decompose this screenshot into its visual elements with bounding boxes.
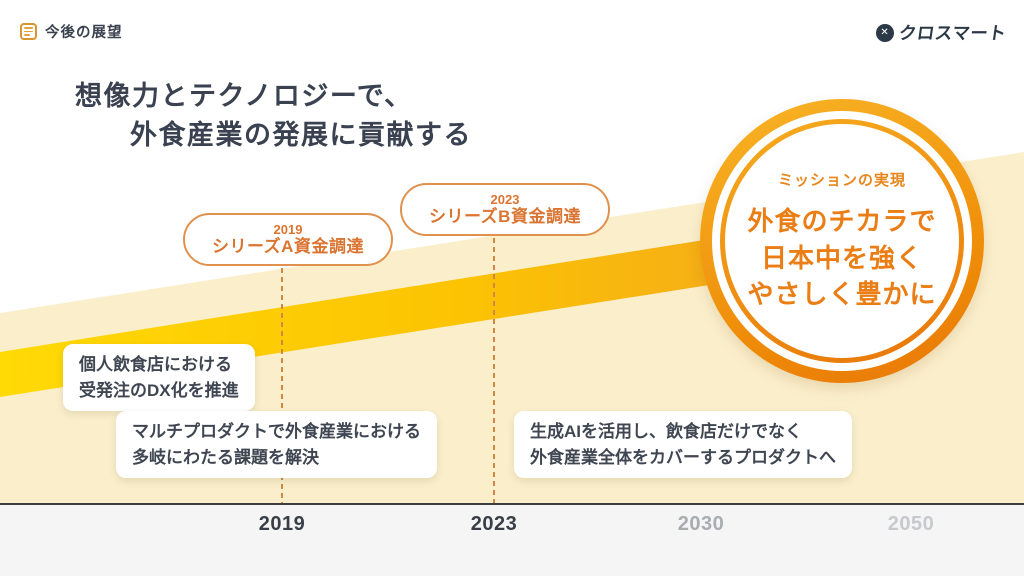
note-line2: 多岐にわたる課題を解決	[132, 447, 319, 467]
mission-tag: ミッションの実現	[777, 171, 906, 189]
timeline-axis	[0, 503, 1024, 576]
timeline-year-2023: 2023	[470, 513, 518, 535]
note-line1: 生成AIを活用し、飲食店だけでなく	[530, 422, 802, 441]
document-icon	[20, 23, 37, 40]
mission-circle: ミッションの実現 外食のチカラで 日本中を強く やさしく豊かに	[700, 99, 984, 383]
note-line1: マルチプロダクトで外食産業における	[132, 422, 421, 441]
funding-badge-series-b: 2023 シリーズB資金調達	[400, 183, 610, 236]
dashed-line-2019	[281, 268, 283, 504]
mission-circle-content: ミッションの実現 外食のチカラで 日本中を強く やさしく豊かに	[725, 124, 959, 358]
phase-note-generative-ai: 生成AIを活用し、飲食店だけでなく 外食産業全体をカバーするプロダクトへ	[514, 411, 852, 478]
dashed-line-2023	[493, 238, 495, 504]
note-line2: 受発注のDX化を推進	[79, 380, 239, 400]
note-line2: 外食産業全体をカバーするプロダクトへ	[530, 447, 836, 467]
slide-header: 今後の展望	[20, 21, 123, 42]
badge-year: 2019	[273, 221, 303, 237]
brand-logo: ✕ クロスマート	[875, 20, 1008, 45]
slide-title-line1: 想像力とテクノロジーで、	[75, 81, 413, 111]
section-label: 今後の展望	[45, 25, 123, 41]
badge-label: シリーズA資金調達	[212, 237, 364, 257]
timeline-year-2030: 2030	[677, 513, 725, 535]
brand-cross-icon: ✕	[875, 23, 894, 42]
slide-title: 想像力とテクノロジーで、 外食産業の発展に貢献する	[75, 77, 472, 155]
badge-year: 2023	[490, 191, 520, 207]
funding-badge-series-a: 2019 シリーズA資金調達	[183, 213, 393, 266]
mission-line3: やさしく豊かに	[747, 279, 937, 310]
note-line1: 個人飲食店における	[79, 355, 232, 374]
mission-statement: 外食のチカラで 日本中を強く やさしく豊かに	[747, 203, 936, 314]
badge-label: シリーズB資金調達	[429, 207, 581, 227]
slide-title-line2: 外食産業の発展に貢献する	[130, 119, 472, 150]
timeline-year-2019: 2019	[258, 513, 306, 535]
phase-note-dx: 個人飲食店における 受発注のDX化を推進	[63, 344, 255, 411]
mission-line2: 日本中を強く	[760, 242, 923, 273]
mission-line1: 外食のチカラで	[747, 205, 937, 236]
timeline-year-2050: 2050	[887, 513, 935, 535]
phase-note-multiproduct: マルチプロダクトで外食産業における 多岐にわたる課題を解決	[116, 411, 437, 478]
brand-name: クロスマート	[897, 23, 1008, 43]
